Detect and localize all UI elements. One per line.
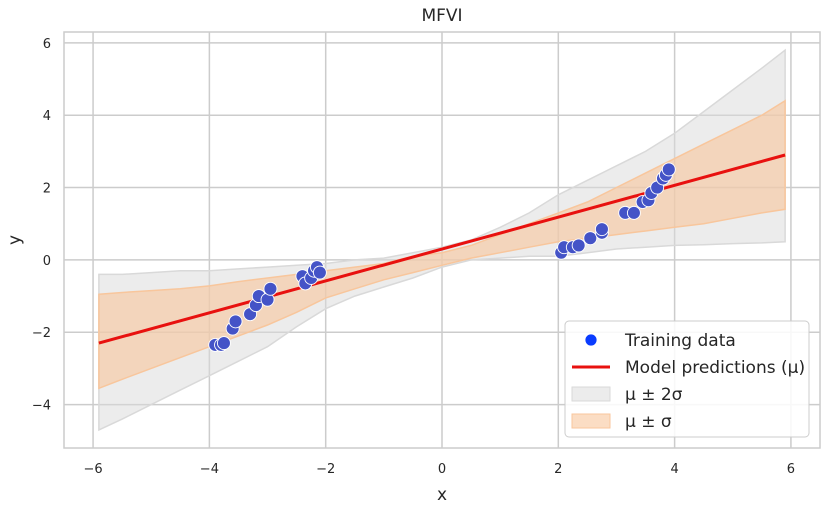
y-tick-label: 6 — [43, 37, 51, 52]
data-point — [228, 314, 243, 329]
band-sigma — [98, 99, 786, 390]
x-tick-label: −6 — [83, 462, 102, 477]
x-tick-label: 0 — [438, 462, 446, 477]
prediction-line-path — [98, 153, 786, 345]
plot-frame — [63, 31, 821, 449]
x-tick-label: −4 — [200, 462, 219, 477]
y-tick-label: −4 — [32, 399, 51, 414]
x-tick-labels: −6 −4 −2 0 2 4 6 — [83, 462, 795, 477]
x-tick-label: −2 — [316, 462, 335, 477]
y-tick-label: −2 — [32, 326, 51, 341]
legend-box — [564, 320, 810, 438]
band-sigma-area — [98, 99, 786, 390]
legend-marker-band-sigma — [571, 413, 611, 429]
legend-label-training-data: Training data — [624, 331, 736, 351]
x-tick-label: 6 — [787, 462, 795, 477]
prediction-line — [98, 153, 786, 345]
legend-marker-band-2sigma — [571, 386, 611, 402]
legend-label-predictions: Model predictions (μ) — [625, 358, 805, 378]
legend: Training data Model predictions (μ) μ ± 2σ… — [564, 320, 810, 438]
chart-title: MFVI — [421, 6, 462, 26]
x-axis-title: x — [437, 485, 447, 505]
band-2sigma-area — [98, 48, 786, 432]
x-tick-label: 2 — [554, 462, 562, 477]
data-point — [216, 336, 231, 351]
data-point — [594, 222, 609, 237]
training-points — [208, 162, 676, 352]
y-tick-label: 4 — [43, 109, 51, 124]
y-tick-label: 2 — [43, 182, 51, 197]
data-point — [661, 162, 676, 177]
y-axis-title: y — [5, 235, 25, 245]
data-point — [312, 265, 327, 280]
legend-marker-training-data — [584, 333, 598, 347]
y-tick-labels: −4 −2 0 2 4 6 — [32, 37, 51, 414]
data-point — [263, 281, 278, 296]
legend-label-2sigma: μ ± 2σ — [625, 385, 683, 405]
band-2sigma — [98, 48, 786, 432]
data-point — [583, 231, 598, 246]
legend-label-sigma: μ ± σ — [625, 412, 672, 432]
data-point — [571, 238, 586, 253]
data-point — [626, 205, 641, 220]
x-tick-label: 4 — [670, 462, 678, 477]
y-tick-label: 0 — [43, 254, 51, 269]
